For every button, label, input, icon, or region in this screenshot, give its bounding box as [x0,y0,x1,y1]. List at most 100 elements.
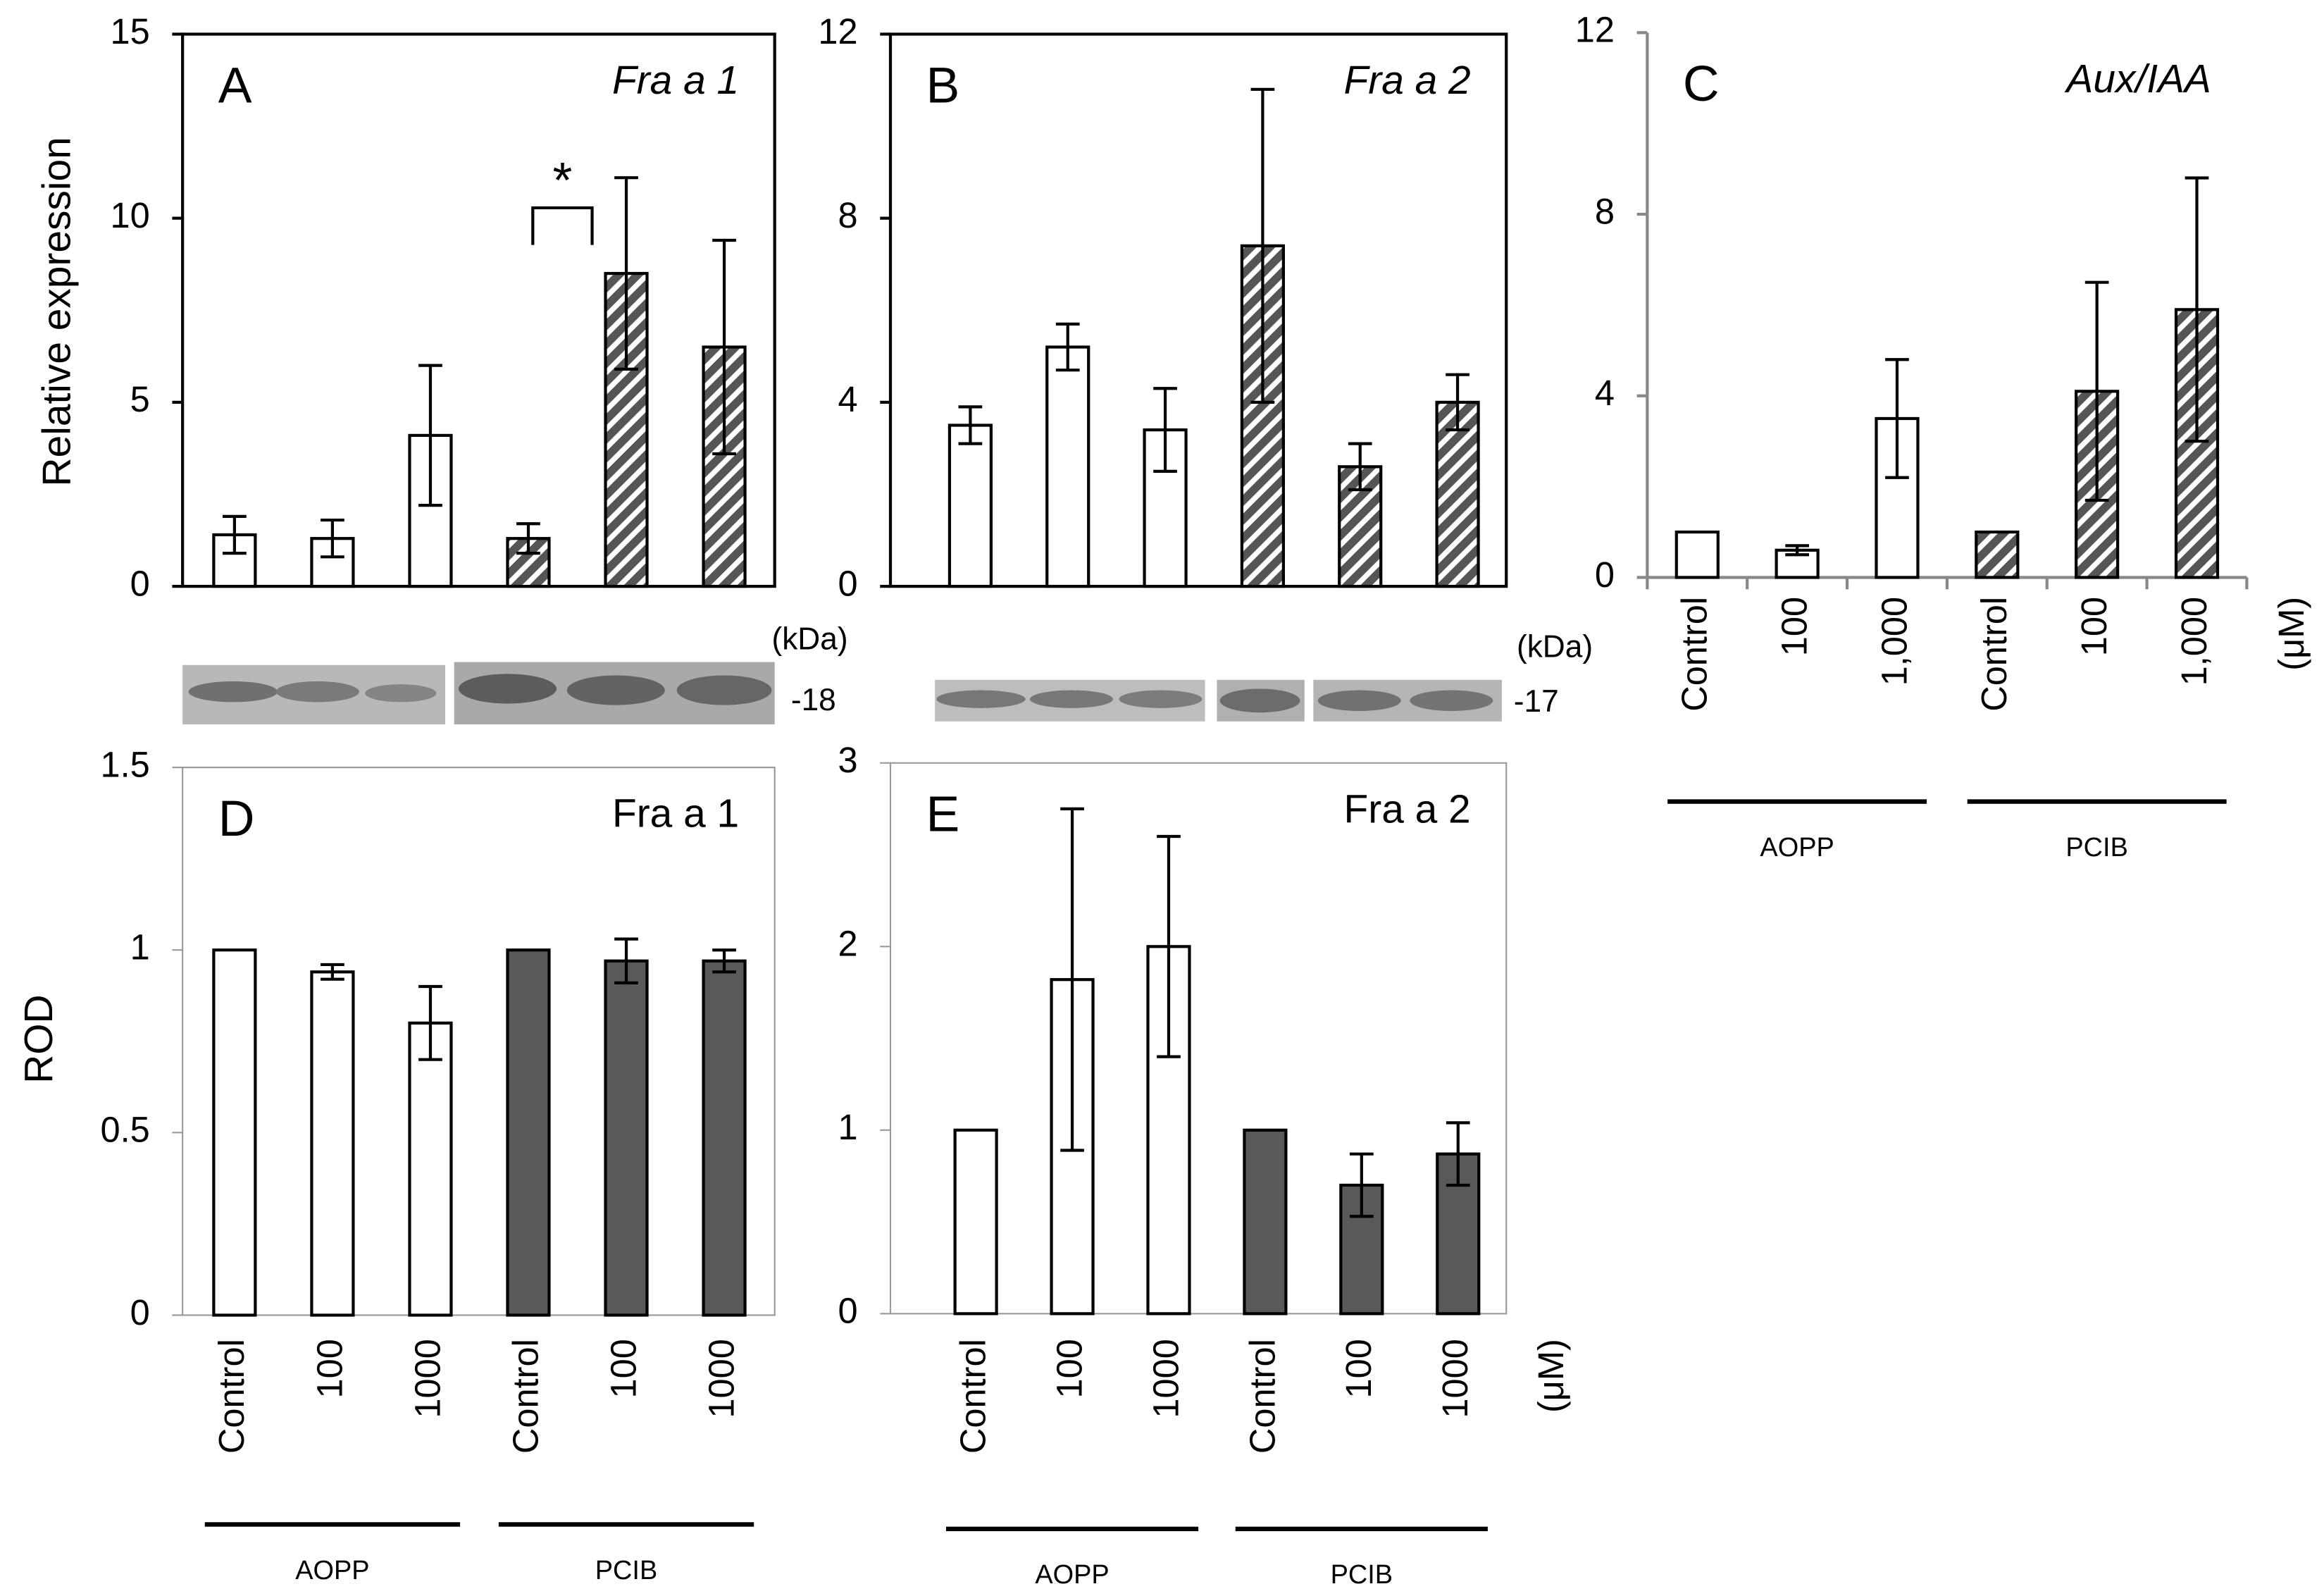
y-axis-label: ROD [17,994,61,1083]
unit-label: (μM) [2271,597,2311,671]
blot-band [1410,690,1493,712]
x-tick-label: 100 [1774,597,1814,656]
chart-title: Fra a 2 [1344,58,1471,103]
error-bar [958,405,983,445]
blot-band [936,690,1026,708]
x-tick-label: Control [1242,1339,1282,1454]
blot-marker: -17 [1514,684,1559,719]
error-bar [1153,387,1177,473]
x-tick-label: 1,000 [2174,597,2214,686]
blot-b: (kDa) -17 [935,629,1593,722]
bar [953,1128,998,1316]
bar [506,948,551,1317]
x-tick-label: 100 [1049,1339,1089,1398]
chart-title: Fra a 1 [612,792,739,836]
x-tick-label: 100 [309,1339,349,1398]
panel-label: C [1683,56,1720,112]
group-label: AOPP [1760,833,1834,862]
y-tick-label: 1 [838,1107,858,1147]
x-tick-label: 1000 [1435,1339,1475,1418]
y-tick-label: 4 [838,379,858,419]
blot-band [188,681,278,703]
bar [1243,1128,1288,1316]
blot-marker: -18 [791,683,836,717]
error-bar [1157,834,1181,1058]
group-label: AOPP [295,1556,369,1585]
x-tick-label: 100 [1338,1339,1379,1398]
error-bar [2185,176,2209,443]
y-tick-label: 2 [838,924,858,964]
group-label: PCIB [2065,833,2127,862]
error-bar [418,364,442,507]
y-tick-label: 10 [111,195,150,235]
error-bar [614,937,638,984]
plot-frame [181,32,776,588]
y-axis-label: Relative expression [35,137,79,486]
bar [1775,548,1820,579]
y-tick-label: 12 [1575,10,1615,50]
x-tick-label: Control [1974,597,2014,712]
plot-frame [889,762,1508,1315]
x-tick-label: Control [1674,597,1715,712]
y-tick-label: 3 [838,740,858,780]
bar [212,948,257,1317]
y-tick-label: 1.5 [101,744,150,784]
bar [604,959,649,1317]
error-bar [1055,322,1080,372]
y-tick-label: 0 [130,563,150,603]
blot-band [458,674,557,704]
error-bar [516,522,540,555]
blot-band [566,675,665,705]
error-bar [1348,442,1372,492]
y-tick-label: 8 [1595,191,1615,231]
blot-band [1119,690,1203,708]
chart-title: Fra a 1 [612,58,739,103]
panel-label: A [218,57,252,113]
bar [1435,400,1480,588]
x-tick-label: 1000 [1145,1339,1186,1418]
plot-frame [888,32,1508,588]
blot-band [1219,688,1300,713]
error-bar [712,238,736,456]
bar [310,970,355,1317]
y-tick-label: 0 [838,563,858,603]
error-bar [1250,87,1275,404]
panel-label: E [926,786,960,843]
y-tick-label: 0 [1595,555,1615,595]
group-label: PCIB [595,1556,657,1585]
error-bar [1060,807,1084,1152]
error-bar [712,948,736,974]
error-bar [321,963,344,981]
error-bar [614,176,638,371]
y-tick-label: 8 [838,195,858,235]
bar [1674,530,1720,579]
blot-a: (kDa) -18 [182,622,848,725]
error-bar [1349,1152,1374,1218]
group-label: AOPP [1035,1560,1109,1590]
blot-band [1317,690,1401,712]
x-tick-label: Control [211,1339,251,1454]
blot-band [365,684,437,703]
bar [702,959,747,1317]
chart-title: Aux/IAA [2064,57,2211,101]
y-tick-label: 0.5 [101,1110,150,1150]
x-tick-label: 100 [603,1339,643,1398]
error-bar [1885,358,1909,479]
blot-unit: (kDa) [771,622,847,657]
y-tick-label: 1 [130,927,150,967]
blot-unit: (kDa) [1517,629,1593,664]
bar [947,423,993,588]
error-bar [321,518,344,559]
y-tick-label: 12 [818,11,857,51]
bar [1975,530,2020,579]
y-tick-label: 0 [838,1291,858,1331]
x-tick-label: 100 [2074,597,2114,656]
x-tick-label: 1000 [407,1339,447,1418]
x-tick-label: Control [952,1339,993,1454]
y-tick-label: 15 [111,11,150,51]
error-bar [2084,280,2109,502]
x-tick-label: 1000 [701,1339,741,1418]
x-tick-label: 1,000 [1874,597,1914,686]
error-bar [1446,1121,1470,1187]
